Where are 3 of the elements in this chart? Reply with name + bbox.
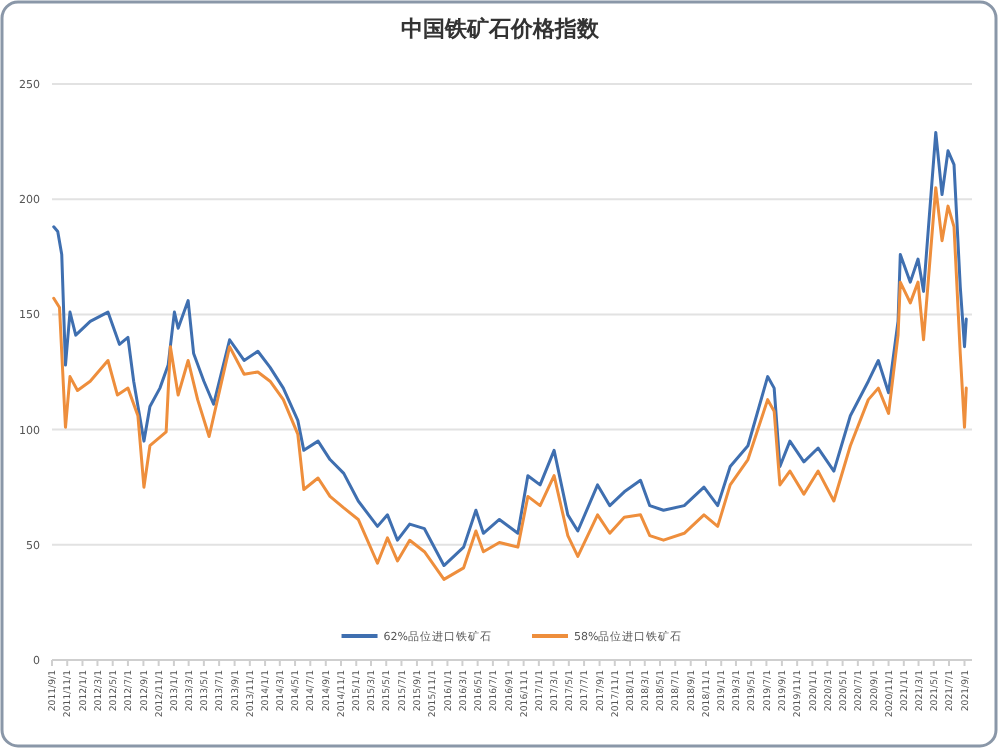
chart-title: 中国铁矿石价格指数 bbox=[401, 16, 601, 42]
line-series bbox=[52, 186, 968, 581]
line-series bbox=[52, 130, 968, 568]
